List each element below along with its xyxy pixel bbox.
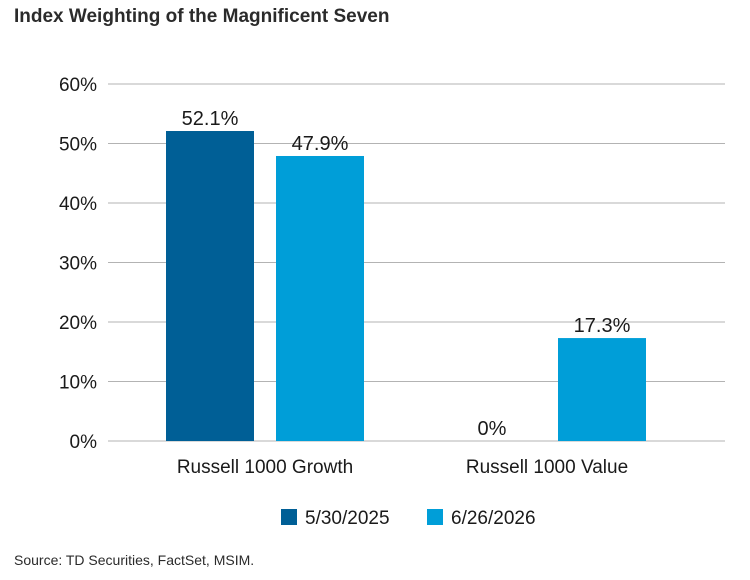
y-tick-label: 20% <box>59 313 97 334</box>
data-labels: 52.1% 47.9% 0% 17.3% <box>182 108 631 440</box>
data-label: 47.9% <box>292 133 349 155</box>
bar-6-26-2026-0 <box>276 155 364 441</box>
bars <box>166 131 646 441</box>
data-label: 0% <box>478 418 507 440</box>
category-label: Russell 1000 Value <box>466 457 628 478</box>
data-label: 52.1% <box>182 108 239 130</box>
legend-swatch <box>427 509 443 525</box>
data-label: 17.3% <box>574 315 631 337</box>
y-tick-label: 50% <box>59 135 97 156</box>
y-tick-label: 30% <box>59 254 97 275</box>
chart-title: Index Weighting of the Magnificent Seven <box>14 6 390 27</box>
legend: 5/30/2025 6/26/2026 <box>281 508 536 529</box>
y-tick-label: 60% <box>59 75 97 96</box>
legend-label: 6/26/2026 <box>451 508 536 529</box>
category-label: Russell 1000 Growth <box>177 457 353 478</box>
y-tick-label: 40% <box>59 194 97 215</box>
y-tick-label: 10% <box>59 373 97 394</box>
legend-label: 5/30/2025 <box>305 508 390 529</box>
y-axis-ticks: 0% 10% 20% 30% 40% 50% 60% <box>59 75 97 453</box>
source-note: Source: TD Securities, FactSet, MSIM. <box>14 552 255 568</box>
bar-5-30-2025-0 <box>166 131 254 441</box>
x-axis-categories: Russell 1000 Growth Russell 1000 Value <box>177 457 628 478</box>
y-tick-label: 0% <box>70 432 98 453</box>
legend-swatch <box>281 509 297 525</box>
bar-6-26-2026-1 <box>558 338 646 441</box>
